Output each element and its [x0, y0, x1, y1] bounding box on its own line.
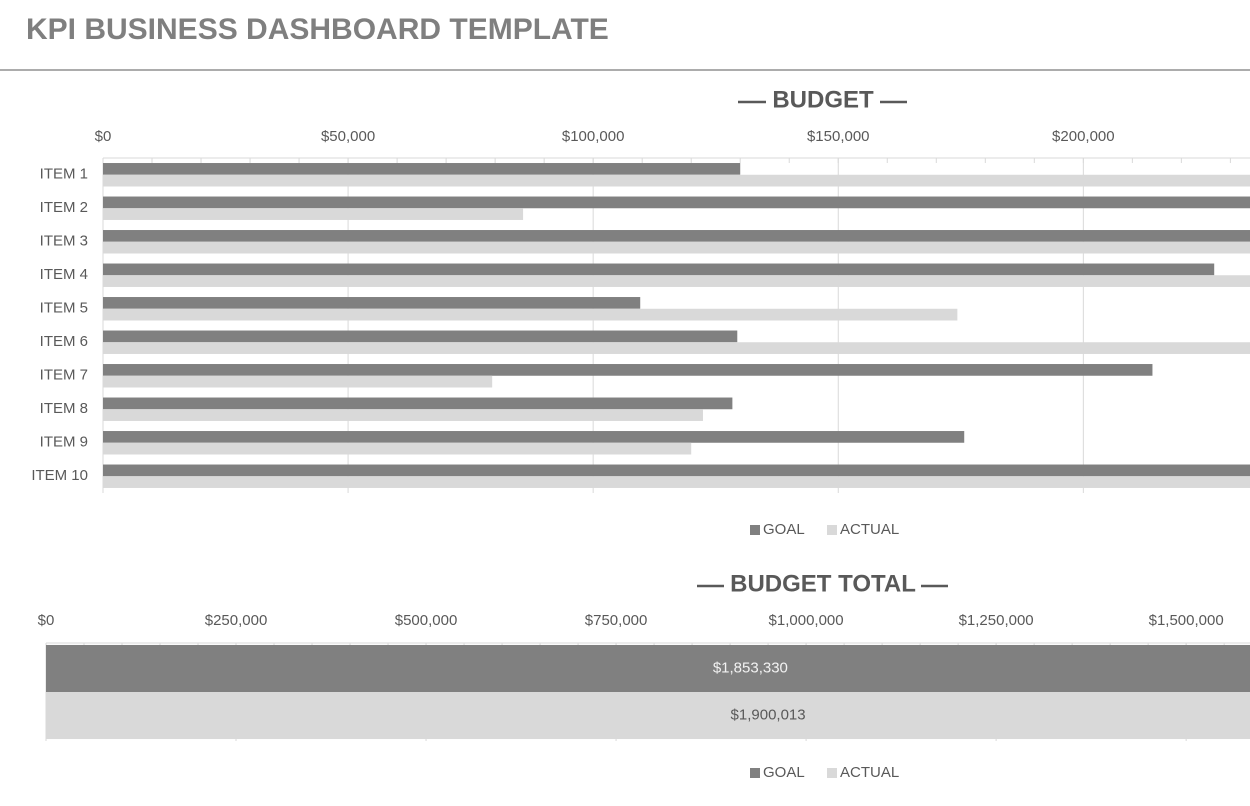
legend-label: ACTUAL	[840, 764, 899, 781]
bar	[103, 409, 703, 421]
y-tick-label: ITEM 3	[40, 233, 88, 250]
y-tick-label: ITEM 8	[40, 400, 88, 417]
legend-swatch	[827, 768, 837, 778]
y-tick-label: ITEM 2	[40, 199, 88, 216]
y-tick-label: ITEM 1	[40, 166, 88, 183]
chart-title: BUDGET	[772, 86, 874, 113]
legend-label: GOAL	[763, 764, 805, 781]
x-tick-label: $200,000	[1052, 128, 1115, 145]
x-tick-label: $750,000	[585, 612, 648, 629]
bar	[103, 476, 1250, 488]
bar	[103, 308, 958, 321]
x-tick-label: $50,000	[321, 128, 375, 145]
bar	[103, 364, 1153, 376]
y-tick-label: ITEM 6	[40, 333, 88, 350]
bar	[103, 297, 641, 309]
bar	[103, 431, 965, 443]
bar	[46, 692, 1250, 740]
bar	[103, 330, 738, 343]
x-tick-label: $500,000	[395, 612, 458, 629]
bar	[103, 163, 741, 175]
bar	[103, 230, 1250, 242]
bar	[103, 263, 1215, 276]
bar	[103, 442, 692, 455]
x-tick-label: $1,500,000	[1149, 612, 1224, 629]
x-tick-label: $0	[95, 128, 112, 145]
bar	[103, 174, 1250, 187]
y-tick-label: ITEM 5	[40, 300, 88, 317]
bar	[103, 196, 1250, 209]
y-tick-label: ITEM 7	[40, 367, 88, 384]
bar	[46, 644, 1250, 692]
bar	[103, 342, 1250, 354]
page-title: KPI BUSINESS DASHBOARD TEMPLATE	[26, 13, 609, 46]
bar	[103, 375, 493, 388]
y-tick-label: ITEM 4	[40, 266, 88, 283]
y-tick-label: ITEM 9	[40, 434, 88, 451]
legend-label: GOAL	[763, 521, 805, 538]
bar	[103, 208, 524, 220]
chart-title: BUDGET TOTAL	[730, 570, 916, 597]
legend-swatch	[750, 768, 760, 778]
bar	[103, 241, 1250, 254]
legend-swatch	[750, 525, 760, 535]
legend-label: ACTUAL	[840, 521, 899, 538]
bar	[103, 464, 1250, 477]
data-label: $1,853,330	[713, 659, 788, 676]
x-tick-label: $250,000	[205, 612, 268, 629]
y-tick-label: ITEM 10	[31, 467, 88, 484]
x-tick-label: $1,250,000	[959, 612, 1034, 629]
x-tick-label: $0	[38, 612, 55, 629]
data-label: $1,900,013	[731, 706, 806, 723]
x-tick-label: $100,000	[562, 128, 625, 145]
legend-swatch	[827, 525, 837, 535]
x-tick-label: $150,000	[807, 128, 870, 145]
bar	[103, 397, 733, 410]
bar	[103, 275, 1250, 287]
x-tick-label: $1,000,000	[769, 612, 844, 629]
